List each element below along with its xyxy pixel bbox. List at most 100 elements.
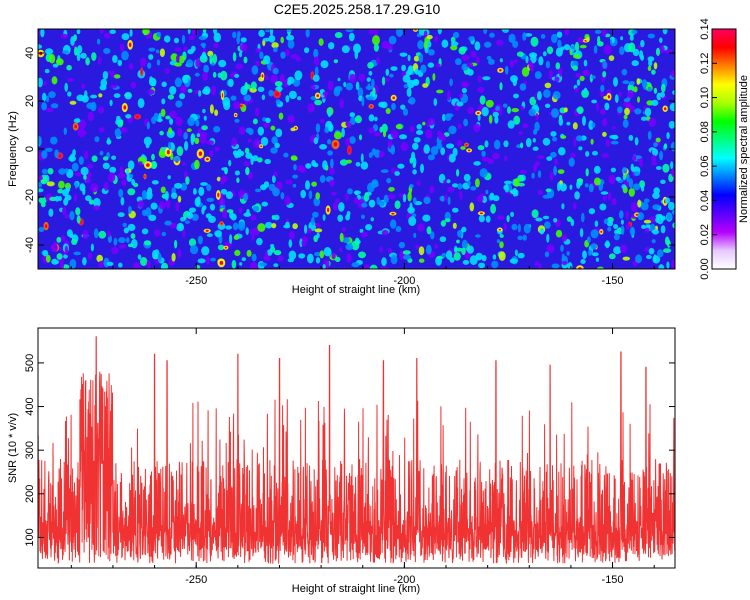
spectrogram-blob — [529, 52, 538, 58]
spectrogram-blob — [632, 154, 637, 162]
spectrogram-blob — [320, 118, 325, 124]
spectrogram-blob — [504, 155, 508, 162]
spectrogram-blob — [324, 127, 330, 134]
spectrogram-blob — [316, 232, 320, 239]
spectrogram-blob — [409, 184, 414, 189]
spectrogram-blob — [209, 150, 214, 158]
spectrogram-blob — [161, 98, 166, 105]
spectrogram-blob — [130, 233, 136, 240]
spectrogram-blob — [389, 73, 394, 78]
spectrogram-blob — [628, 188, 635, 197]
spectrogram-blob — [182, 161, 186, 167]
spectrogram-blob — [523, 223, 531, 234]
spectrogram-blob — [228, 78, 234, 88]
spectrogram-blob — [143, 240, 152, 246]
spectrogram-blob — [605, 139, 611, 147]
spectrogram-blob — [403, 254, 411, 260]
spectrogram-blob — [194, 197, 201, 207]
spectrogram-blob — [555, 229, 563, 238]
spectrogram-blob — [271, 215, 276, 220]
spectrogram-blob — [496, 239, 500, 244]
spectrogram-blob — [63, 127, 67, 135]
spectrogram-blob — [232, 222, 239, 231]
spectrogram-blob-core — [327, 207, 330, 213]
spectrogram-blob — [475, 56, 480, 65]
spectrogram-blob — [346, 159, 352, 164]
spectrogram-blob — [345, 137, 350, 147]
spectrogram-blob — [98, 260, 104, 268]
spectrogram-blob — [376, 57, 380, 65]
spectrogram-blob — [639, 50, 644, 59]
spectrogram-blob — [507, 106, 511, 114]
spectrogram-blob — [602, 131, 607, 137]
spectrogram-blob — [560, 244, 564, 252]
spectrogram-blob — [315, 223, 321, 228]
spectrogram-blob — [585, 151, 590, 157]
colorbar-gradient — [711, 28, 737, 270]
spectrogram-blob — [187, 49, 194, 55]
spectrogram-blob — [412, 142, 419, 150]
spectrogram-blob — [169, 86, 177, 95]
spectrogram-blob — [293, 164, 297, 171]
spectrogram-blob — [247, 139, 252, 143]
spectrogram-blob — [140, 57, 147, 67]
spectrogram-blob — [583, 89, 587, 95]
spectrogram-blob — [413, 55, 420, 62]
snr-y-tick-label: 100 — [24, 528, 36, 546]
spectrogram-blob — [457, 230, 463, 238]
spectrogram-blob — [582, 250, 587, 259]
spectrogram-blob-core — [146, 163, 150, 167]
spectrogram-blob-core — [144, 175, 146, 178]
spectrogram-blob — [337, 214, 344, 222]
spectrogram-blob — [298, 253, 306, 259]
spectrogram-blob — [585, 168, 589, 177]
spectrogram-blob — [655, 47, 661, 57]
spectrogram-blob — [648, 117, 657, 127]
spectrogram-blob — [69, 210, 75, 221]
spectrogram-blob — [41, 168, 48, 175]
spectrogram-blob — [169, 110, 178, 119]
spectrogram-blob — [182, 228, 186, 238]
spectrogram-blob — [355, 162, 361, 167]
spectrogram-blob — [327, 139, 332, 145]
spectrogram-blob — [528, 108, 536, 117]
spectrogram-blob — [395, 124, 403, 130]
spectrogram-blob — [187, 29, 191, 35]
spectrogram-blob — [559, 68, 563, 77]
spectrogram-blob — [263, 55, 271, 65]
spectrogram-blob — [370, 217, 374, 222]
spectrogram-blob — [672, 222, 675, 229]
spectrogram-blob — [492, 111, 499, 118]
spectrogram-blob — [205, 256, 211, 265]
spectrogram-blob — [634, 155, 642, 160]
spectrogram-blob — [534, 71, 542, 80]
spectrogram-blob — [87, 163, 94, 169]
spectrogram-blob-core — [44, 224, 48, 229]
spectrogram-blob — [287, 115, 295, 123]
spectrogram-blob — [508, 33, 516, 44]
colorbar: 0.00 0.02 0.04 0.06 0.08 0.10 0.12 0.14 Normali… — [699, 18, 750, 279]
spectrogram-blob — [558, 117, 564, 126]
spectrogram-blob — [232, 52, 237, 62]
spectrogram-blob — [209, 203, 216, 211]
spectrogram-blob — [255, 107, 260, 117]
spectrogram-blob — [401, 64, 406, 72]
spectrogram-blob — [491, 260, 499, 269]
spectrogram-blob — [663, 248, 672, 254]
spectrogram-blob — [270, 74, 278, 84]
spectrogram-blob — [570, 219, 575, 227]
spectrogram-blob — [209, 104, 214, 114]
spectrogram-blob — [127, 223, 136, 232]
spectrogram-blob — [517, 223, 521, 233]
spectrogram-blob — [190, 245, 199, 255]
spectrogram-blob — [629, 35, 634, 41]
spectrogram-blob — [339, 159, 348, 166]
spectrogram-blob — [390, 145, 395, 155]
spectrogram-blob — [273, 263, 279, 268]
spectrogram-blob — [447, 186, 455, 193]
spectrogram-blob — [446, 179, 451, 184]
spectrogram-blob — [634, 137, 639, 146]
spectrogram-blob — [422, 121, 426, 126]
spectrogram-blob — [246, 249, 252, 257]
